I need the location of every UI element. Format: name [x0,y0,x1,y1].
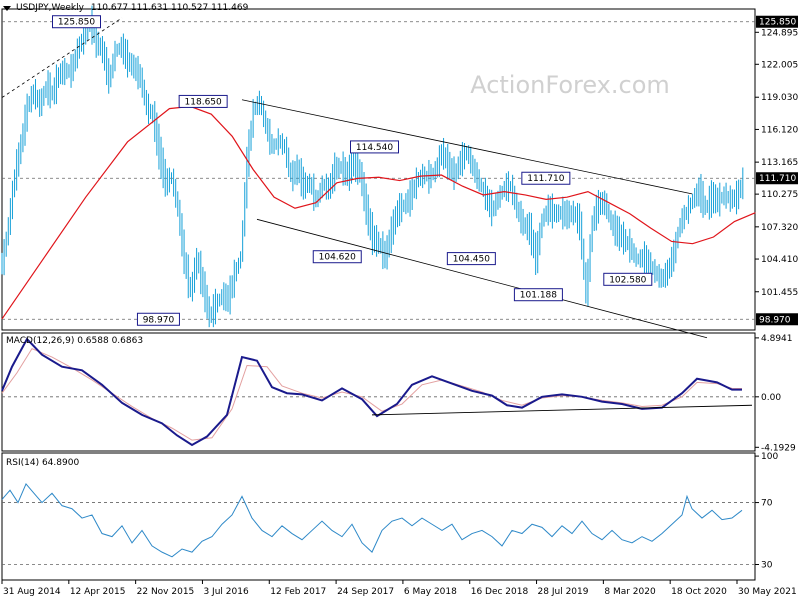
x-tick-label: 8 Mar 2020 [604,587,656,597]
price-tick-label: 110.275 [761,190,798,200]
rsi-header: RSI(14) 64.8900 [6,458,80,468]
moving-average-line [1,105,756,320]
price-label-box [136,312,180,326]
price-label-text: 118.650 [185,97,222,107]
price-tag-box [756,172,798,185]
macd-header: MACD(12,26,9) 0.6588 0.6863 [6,336,144,346]
x-tick-label: 22 Nov 2015 [137,587,195,597]
main-header: USDJPY,Weekly 110.677 111.631 110.527 11… [16,3,248,13]
price-trendline [1,17,123,98]
grid-lines [2,21,755,565]
price-tick-label: 104.410 [761,255,798,265]
macd-line [1,337,742,447]
x-tick-label: 18 Oct 2020 [671,587,727,597]
macd-tick-label: -4.1929 [761,443,796,453]
x-tick-label: 16 Dec 2018 [471,587,529,597]
price-label-box [350,140,399,154]
price-label-box [446,252,496,266]
price-tick-label: 107.320 [761,223,798,233]
panel-frames [1,8,756,581]
symbol-label: USDJPY,Weekly [16,3,84,13]
price-tick-label: 119.030 [761,93,798,103]
price-bars [1,5,744,328]
price-label-box [178,94,228,108]
price-label-box [603,272,653,286]
price-label-text: 114.540 [356,143,393,153]
watermark: ActionForex.com [470,71,670,99]
x-tick-label: 6 May 2018 [404,587,457,597]
price-tick-label: 122.005 [761,60,798,70]
price-tag-label: 125.850 [759,18,796,28]
x-tick-label: 12 Apr 2015 [70,587,126,597]
price-label-text: 104.450 [453,255,490,265]
macd-panel-frame [1,332,756,452]
macd-trendline [371,404,753,416]
price-tag-label: 98.970 [759,315,791,325]
indicator-lines [1,17,756,558]
price-label-text: 125.850 [58,18,95,28]
rsi-line [1,483,743,558]
price-label-text: 111.710 [527,174,564,184]
price-label-text: 102.580 [609,275,646,285]
rsi-tick-label: 70 [761,499,773,509]
price-label-box [312,250,362,264]
price-panel-frame [1,8,756,331]
macd-tick-label: 4.8941 [761,334,793,344]
price-tick-label: 113.165 [761,158,798,168]
macd-tick-label: 0.00 [761,393,781,403]
macd-signal-line [1,348,743,441]
price-trendline [241,99,693,195]
x-tick-label: 28 Jul 2019 [538,587,589,597]
rsi-tick-label: 100 [761,452,778,462]
price-label-box [513,288,563,302]
price-label-text: 101.188 [520,291,557,301]
x-tick-label: 31 Aug 2014 [3,587,61,597]
price-tag-label: 111.710 [759,174,796,184]
price-tag-box [756,15,798,28]
axis-labels: 124.895 122.005 119.030 116.120 113.165 110.2… [1,15,798,597]
ohlc-values: 110.677 111.631 110.527 111.469 [90,3,249,13]
x-tick-label: 24 Sep 2017 [337,587,394,597]
rsi-tick-label: 30 [761,561,773,571]
rsi-panel-frame [1,452,756,581]
price-label-box [521,171,571,185]
price-tick-label: 116.120 [761,125,798,135]
price-label-box [52,15,101,29]
x-tick-label: 30 May 2021 [738,587,797,597]
price-label-text: 104.620 [319,253,356,263]
price-tick-label: 101.455 [761,288,798,298]
price-tag-box [756,313,798,326]
x-tick-label: 3 Jul 2016 [203,587,248,597]
x-tick-label: 12 Feb 2017 [270,587,326,597]
chart-menu-arrow-icon[interactable] [3,6,11,11]
box-labels: 125.850 118.650 114.540 111.710 104.620 104.4… [52,15,653,326]
price-trendline [256,218,708,339]
price-label-text: 98.970 [143,315,175,325]
price-tick-label: 124.895 [761,28,798,38]
